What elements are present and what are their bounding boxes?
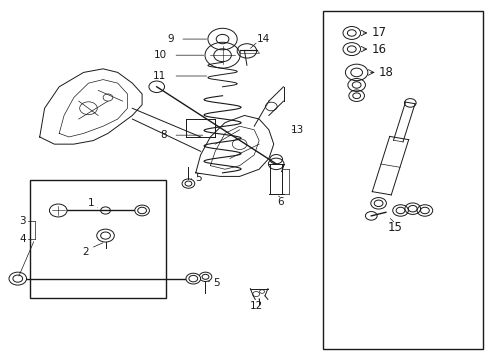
Text: 15: 15 bbox=[386, 221, 401, 234]
Text: 18: 18 bbox=[378, 66, 393, 79]
Text: 5: 5 bbox=[212, 278, 219, 288]
Text: 9: 9 bbox=[167, 34, 173, 44]
Text: 17: 17 bbox=[370, 27, 386, 40]
Text: 12: 12 bbox=[249, 301, 263, 311]
Text: 6: 6 bbox=[277, 197, 284, 207]
Text: 3: 3 bbox=[20, 216, 26, 226]
Bar bbox=[322, 12, 483, 348]
Text: 11: 11 bbox=[153, 71, 166, 81]
Text: 10: 10 bbox=[153, 50, 166, 60]
Text: 13: 13 bbox=[290, 125, 304, 135]
Text: 7: 7 bbox=[277, 164, 284, 174]
Circle shape bbox=[49, 204, 67, 217]
Text: 4: 4 bbox=[20, 234, 26, 244]
Text: 16: 16 bbox=[370, 42, 386, 55]
Text: 2: 2 bbox=[82, 247, 89, 257]
Text: 8: 8 bbox=[160, 130, 166, 140]
Circle shape bbox=[9, 272, 26, 285]
Text: 5: 5 bbox=[194, 173, 201, 183]
Bar bbox=[30, 180, 166, 298]
Circle shape bbox=[365, 212, 376, 220]
Text: 14: 14 bbox=[256, 34, 269, 44]
Circle shape bbox=[185, 273, 200, 284]
Text: 1: 1 bbox=[87, 198, 94, 208]
Circle shape bbox=[135, 205, 149, 216]
